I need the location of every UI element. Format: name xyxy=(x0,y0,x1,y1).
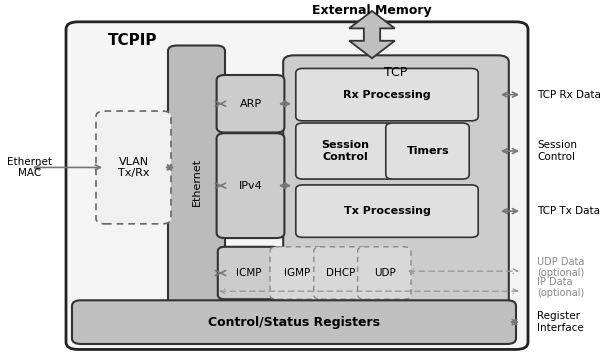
FancyBboxPatch shape xyxy=(66,22,528,349)
Polygon shape xyxy=(349,11,395,58)
Text: VLAN
Tx/Rx: VLAN Tx/Rx xyxy=(118,157,149,178)
Text: Rx Processing: Rx Processing xyxy=(343,90,431,100)
Text: ARP: ARP xyxy=(240,99,262,109)
Text: IGMP: IGMP xyxy=(284,268,310,278)
Text: DHCP: DHCP xyxy=(326,268,355,278)
Text: ICMP: ICMP xyxy=(236,268,261,278)
Text: TCP: TCP xyxy=(385,66,407,79)
FancyBboxPatch shape xyxy=(386,123,469,179)
Text: Ethernet
MAC: Ethernet MAC xyxy=(7,157,53,178)
Text: Register
Interface: Register Interface xyxy=(537,311,584,333)
FancyBboxPatch shape xyxy=(168,46,225,318)
FancyBboxPatch shape xyxy=(72,300,516,344)
Text: IPv4: IPv4 xyxy=(239,181,263,191)
FancyBboxPatch shape xyxy=(358,247,411,299)
FancyBboxPatch shape xyxy=(283,55,509,320)
Text: Timers: Timers xyxy=(406,146,449,156)
FancyBboxPatch shape xyxy=(296,123,394,179)
FancyBboxPatch shape xyxy=(296,68,478,121)
Text: Ethernet: Ethernet xyxy=(192,158,202,206)
Text: UDP Data
(optional): UDP Data (optional) xyxy=(537,257,584,278)
Text: External Memory: External Memory xyxy=(312,4,432,17)
Text: UDP: UDP xyxy=(374,268,395,278)
Text: Tx Processing: Tx Processing xyxy=(344,206,430,216)
Text: Session
Control: Session Control xyxy=(321,140,369,162)
FancyBboxPatch shape xyxy=(217,133,284,238)
Text: Control/Status Registers: Control/Status Registers xyxy=(208,316,380,329)
FancyBboxPatch shape xyxy=(217,75,284,132)
Text: TCP Tx Data: TCP Tx Data xyxy=(537,206,600,216)
Text: IP Data
(optional): IP Data (optional) xyxy=(537,277,584,298)
FancyBboxPatch shape xyxy=(270,247,323,299)
FancyBboxPatch shape xyxy=(96,111,171,224)
FancyBboxPatch shape xyxy=(218,247,279,299)
FancyBboxPatch shape xyxy=(296,185,478,237)
Text: TCP Rx Data: TCP Rx Data xyxy=(537,90,600,100)
FancyBboxPatch shape xyxy=(314,247,367,299)
Text: TCPIP: TCPIP xyxy=(108,32,157,48)
Text: Session
Control: Session Control xyxy=(537,140,577,162)
